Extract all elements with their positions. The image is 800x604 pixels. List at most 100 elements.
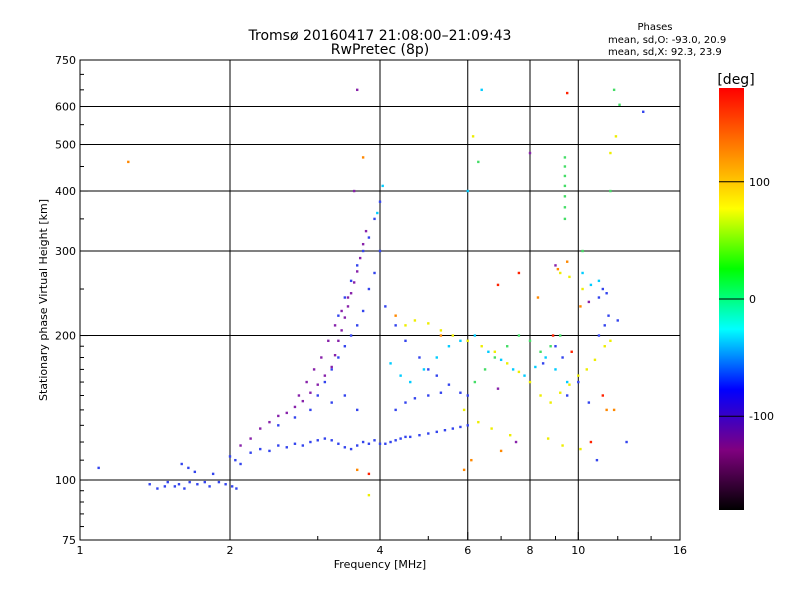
data-point: [217, 480, 221, 484]
data-point: [320, 356, 323, 359]
data-point: [361, 309, 365, 313]
data-point: [330, 439, 333, 442]
data-point: [589, 440, 593, 444]
data-point: [601, 394, 605, 397]
data-point: [316, 439, 319, 442]
data-point: [343, 296, 347, 299]
data-point: [609, 151, 612, 155]
data-point: [340, 329, 343, 332]
data-point: [570, 350, 573, 353]
data-point: [565, 260, 569, 263]
data-point: [618, 103, 621, 106]
data-point: [597, 334, 601, 337]
data-point: [546, 437, 550, 440]
data-point: [539, 394, 542, 397]
data-point: [358, 256, 362, 260]
data-point: [230, 485, 234, 488]
data-point: [563, 217, 567, 221]
data-point: [208, 485, 211, 488]
data-point: [323, 437, 327, 440]
data-point: [579, 447, 582, 451]
data-point: [309, 391, 312, 394]
data-point: [305, 380, 308, 384]
colorbar-label: [deg]: [717, 72, 754, 88]
data-point: [333, 324, 337, 327]
data-point: [541, 362, 545, 365]
data-point: [451, 427, 455, 430]
data-point: [466, 424, 469, 427]
stats-line-o: mean, sd,O: -93.0, 20.9: [608, 35, 726, 46]
data-point: [346, 296, 350, 299]
data-point: [239, 444, 242, 447]
data-point: [551, 334, 555, 337]
data-point: [528, 380, 532, 384]
data-point: [330, 401, 333, 404]
data-point: [587, 300, 591, 304]
data-point: [473, 334, 477, 337]
data-point: [352, 189, 356, 193]
data-point: [612, 88, 616, 92]
data-point: [581, 271, 584, 275]
data-point: [470, 458, 473, 462]
chart-title: Tromsø 20160417 21:08:00–21:09:43: [248, 28, 512, 44]
data-point: [505, 345, 509, 348]
data-point: [355, 270, 359, 273]
data-point: [581, 249, 584, 253]
data-point: [607, 314, 610, 317]
data-point: [384, 442, 387, 445]
x-tick-label: 10: [571, 544, 585, 557]
data-point: [587, 401, 591, 404]
x-tick-label: 8: [527, 544, 534, 557]
data-point: [381, 184, 384, 188]
y-tick-label: 100: [55, 474, 76, 487]
data-point: [349, 292, 353, 295]
data-point: [312, 368, 316, 371]
data-point: [439, 334, 443, 337]
y-tick-label: 300: [55, 245, 76, 258]
data-point: [603, 324, 606, 327]
data-point: [285, 411, 288, 415]
y-tick-label: 600: [55, 101, 76, 114]
data-point: [480, 88, 483, 92]
data-point: [163, 485, 167, 488]
data-point: [511, 368, 515, 371]
data-point: [127, 160, 130, 164]
data-point: [422, 368, 426, 371]
data-point: [293, 405, 297, 409]
data-point: [301, 444, 305, 447]
data-point: [343, 394, 347, 397]
data-point: [249, 437, 252, 440]
colorbar-tick-label: 0: [749, 293, 756, 306]
data-point: [523, 374, 526, 377]
data-point: [173, 485, 177, 488]
data-point: [327, 339, 330, 343]
data-point: [565, 394, 569, 397]
data-point: [534, 365, 537, 369]
data-point: [466, 394, 469, 397]
data-point: [439, 391, 443, 394]
data-point: [373, 271, 376, 275]
data-point: [443, 429, 447, 432]
data-point: [605, 408, 608, 412]
data-point: [563, 156, 567, 159]
data-point: [301, 399, 305, 403]
data-point: [177, 483, 181, 486]
chart-subtitle: RwPretec (8p): [331, 42, 429, 58]
data-point: [309, 408, 312, 412]
data-point: [528, 151, 532, 155]
data-point: [554, 368, 557, 371]
data-point: [340, 309, 343, 313]
data-point: [384, 305, 387, 308]
data-point: [614, 135, 618, 138]
data-point: [361, 249, 365, 253]
data-point: [462, 408, 466, 412]
data-point: [480, 345, 483, 348]
colorbar-tick-label: -100: [749, 410, 774, 423]
data-point: [211, 472, 215, 476]
data-point: [361, 242, 365, 246]
y-tick-label: 750: [55, 54, 76, 67]
data-point: [568, 383, 571, 386]
data-point: [378, 200, 382, 203]
data-point: [367, 287, 371, 291]
